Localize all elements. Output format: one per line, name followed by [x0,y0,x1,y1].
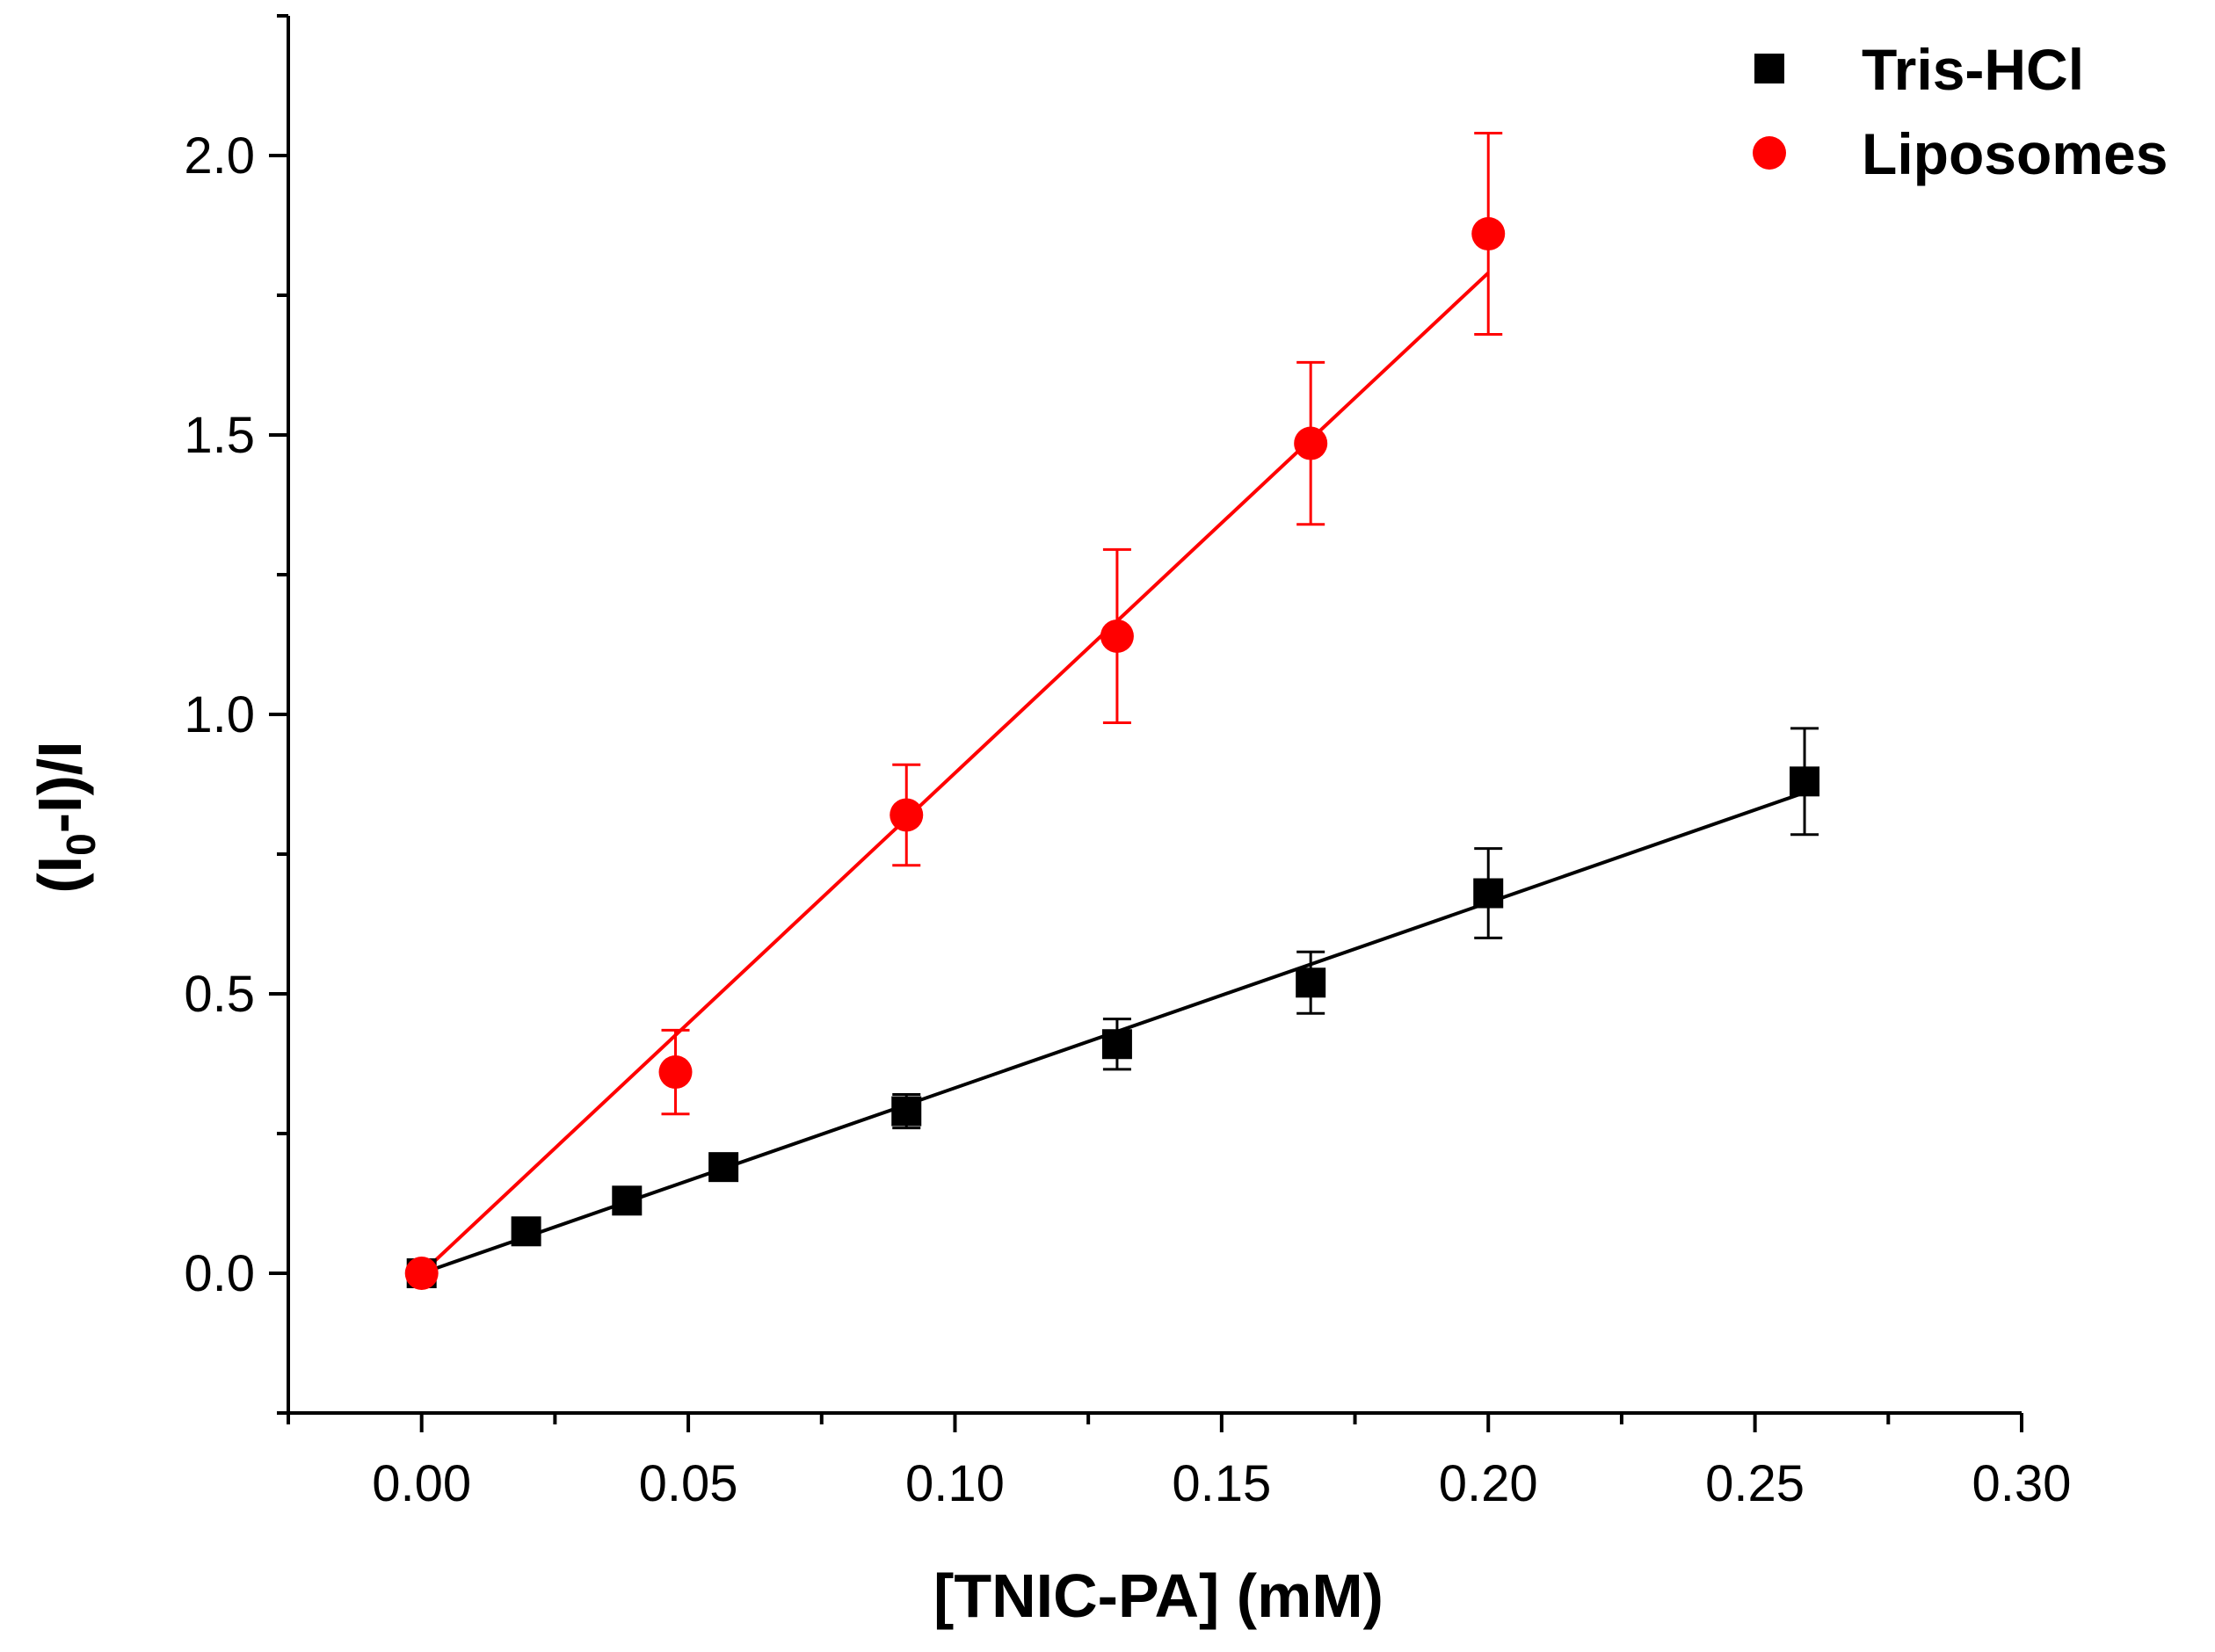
y-tick-label: 1.5 [184,407,255,464]
axes: 0.00 0.05 0.10 0.15 0.20 0.25 0.30 0.0 0.5 1.0 1.5… [184,14,2072,1512]
legend: Tris-HCl Liposomes [1753,37,2168,186]
data-point-liposomes [890,798,924,832]
data-point-tris-hcl [708,1152,739,1183]
data-point-liposomes [1294,426,1328,460]
y-tick-label: 0.0 [184,1245,255,1302]
legend-marker-liposomes [1753,136,1786,170]
legend-label-tris-hcl: Tris-HCl [1862,37,2084,102]
y-tick-label: 0.5 [184,966,255,1023]
x-tick-label: 0.10 [905,1455,1005,1512]
y-axis-title-open: (I [25,856,94,894]
y-tick-label: 2.0 [184,127,255,185]
data-point-tris-hcl [1473,878,1504,909]
data-point-tris-hcl [891,1096,922,1127]
error-bars [661,132,1819,1130]
x-axis-title: [TNIC-PA] (mM) [933,1561,1383,1630]
x-tick-label: 0.30 [1972,1455,2072,1512]
x-tick-label: 0.20 [1439,1455,1538,1512]
data-point-tris-hcl [1101,1029,1132,1060]
data-point-tris-hcl [511,1216,541,1247]
data-markers [404,217,1820,1290]
y-tick-label: 1.0 [184,686,255,743]
data-point-tris-hcl [612,1185,643,1216]
fit-lines [420,272,1805,1275]
fit-line-liposomes [420,272,1490,1275]
data-point-tris-hcl [1790,766,1820,797]
data-point-liposomes [1471,217,1506,251]
x-tick-label: 0.25 [1705,1455,1805,1512]
data-point-liposomes [658,1055,693,1090]
x-tick-label: 0.00 [372,1455,471,1512]
x-tick-label: 0.15 [1172,1455,1271,1512]
data-point-liposomes [1100,619,1134,653]
y-axis-title-subscript: 0 [58,833,104,856]
data-point-liposomes [404,1257,439,1290]
legend-label-liposomes: Liposomes [1862,121,2168,186]
data-point-tris-hcl [1296,967,1326,998]
x-tick-label: 0.05 [639,1455,738,1512]
y-axis-title: (I0-I)/I [25,741,104,893]
legend-marker-tris-hcl [1754,54,1784,83]
y-axis-title-rest: -I)/I [25,741,94,833]
